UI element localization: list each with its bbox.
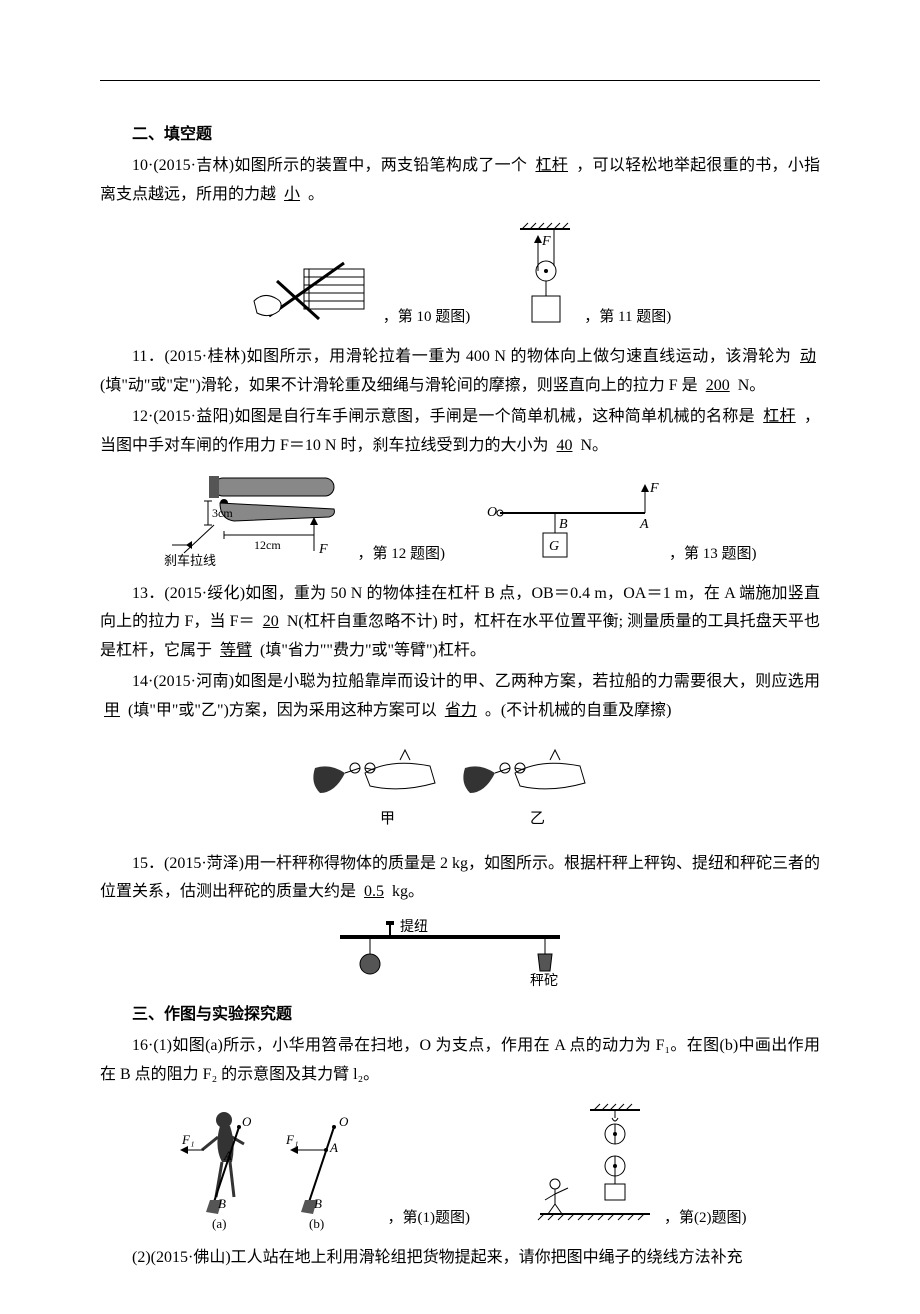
svg-text:乙: 乙 bbox=[530, 811, 545, 827]
section-title-draw: 三、作图与实验探究题 bbox=[100, 1001, 820, 1030]
svg-text:A: A bbox=[223, 1148, 232, 1163]
figure-13: O B G A F ，第 13 题图) bbox=[485, 478, 757, 568]
q10-suffix: 。 bbox=[308, 186, 324, 203]
q15-prefix: 15．(2015·菏泽)用一杆秤称得物体的质量是 2 kg，如图所示。根据杆秤上… bbox=[100, 855, 820, 901]
figure-row-10-11: ，第 10 题图) F ，第 11 题图) bbox=[100, 221, 820, 331]
fig16-1-svg: F₁ O A B (a) O A F₁ B (b) bbox=[174, 1102, 384, 1232]
svg-text:A: A bbox=[329, 1140, 338, 1155]
fig13-caption: ，第 13 题图) bbox=[669, 541, 757, 568]
question-16-2: (2)(2015·佛山)工人站在地上利用滑轮组把货物提起来，请你把图中绳子的绕线… bbox=[100, 1244, 820, 1273]
q11-prefix: 11．(2015·桂林)如图所示，用滑轮拉着一重为 400 N 的物体向上做匀速… bbox=[132, 348, 791, 365]
svg-text:12cm: 12cm bbox=[254, 538, 281, 552]
svg-text:B: B bbox=[314, 1196, 322, 1211]
q10-prefix: 10·(2015·吉林)如图所示的装置中，两支铅笔构成了一个 bbox=[132, 157, 527, 174]
figure-12: 3cm 刹车拉线 12cm F ，第 12 题图) bbox=[164, 473, 446, 568]
q11-mid1: (填"动"或"定")滑轮，如果不计滑轮重及细绳与滑轮间的摩擦，则竖直向上的拉力 … bbox=[100, 377, 698, 394]
section-title-fill: 二、填空题 bbox=[100, 121, 820, 150]
svg-text:G: G bbox=[549, 539, 559, 554]
svg-text:B: B bbox=[218, 1196, 226, 1211]
figure-11: F ，第 11 题图) bbox=[510, 221, 671, 331]
q12-ans2: 40 bbox=[552, 437, 576, 454]
svg-text:F: F bbox=[649, 481, 659, 496]
figure-row-12-13: 3cm 刹车拉线 12cm F ，第 12 题图) O B bbox=[100, 473, 820, 568]
svg-text:O: O bbox=[339, 1114, 349, 1129]
q12-ans1: 杠杆 bbox=[759, 408, 800, 425]
q11-ans2: 200 bbox=[702, 377, 734, 394]
svg-text:A: A bbox=[639, 517, 649, 532]
q13-ans2: 等臂 bbox=[216, 642, 256, 659]
svg-text:F₁: F₁ bbox=[181, 1132, 194, 1147]
q15-suffix: kg。 bbox=[392, 883, 424, 900]
fig13-svg: O B G A F bbox=[485, 478, 665, 568]
question-12: 12·(2015·益阳)如图是自行车手闸示意图，手闸是一个简单机械，这种简单机械… bbox=[100, 403, 820, 461]
svg-text:O: O bbox=[487, 505, 497, 520]
figure-10: ，第 10 题图) bbox=[249, 251, 471, 331]
question-14: 14·(2015·河南)如图是小聪为拉船靠岸而设计的甲、乙两种方案，若拉船的力需… bbox=[100, 668, 820, 726]
q12-prefix: 12·(2015·益阳)如图是自行车手闸示意图，手闸是一个简单机械，这种简单机械… bbox=[132, 408, 755, 425]
figure-row-16: F₁ O A B (a) O A F₁ B (b) ，第(1)题图) bbox=[100, 1102, 820, 1232]
question-15: 15．(2015·菏泽)用一杆秤称得物体的质量是 2 kg，如图所示。根据杆秤上… bbox=[100, 850, 820, 908]
svg-text:B: B bbox=[559, 517, 568, 532]
svg-text:F: F bbox=[318, 542, 328, 557]
fig16-2-svg bbox=[510, 1102, 660, 1232]
figure-14: 甲 乙 bbox=[100, 738, 820, 838]
q14-prefix: 14·(2015·河南)如图是小聪为拉船靠岸而设计的甲、乙两种方案，若拉船的力需… bbox=[132, 673, 820, 690]
figure-16-1: F₁ O A B (a) O A F₁ B (b) ，第(1)题图) bbox=[174, 1102, 471, 1232]
q12-suffix: N。 bbox=[580, 437, 608, 454]
fig12-caption: ，第 12 题图) bbox=[358, 541, 446, 568]
question-16-1: 16·(1)如图(a)所示，小华用笤帚在扫地，O 为支点，作用在 A 点的动力为… bbox=[100, 1032, 820, 1090]
svg-text:秤砣: 秤砣 bbox=[530, 973, 558, 989]
q14-mid1: (填"甲"或"乙")方案，因为采用这种方案可以 bbox=[128, 702, 437, 719]
svg-text:(b): (b) bbox=[309, 1216, 324, 1231]
svg-text:(a): (a) bbox=[212, 1216, 226, 1231]
svg-text:F: F bbox=[541, 234, 551, 249]
fig15-svg: 提纽 秤砣 bbox=[330, 919, 590, 989]
fig16-1-caption: ，第(1)题图) bbox=[388, 1205, 471, 1232]
fig12-svg: 3cm 刹车拉线 12cm F bbox=[164, 473, 354, 568]
q10-ans1: 杠杆 bbox=[531, 157, 572, 174]
q14-ans1: 甲 bbox=[100, 702, 124, 719]
q13-suffix: (填"省力""费力"或"等臂")杠杆。 bbox=[260, 642, 486, 659]
svg-text:3cm: 3cm bbox=[212, 506, 233, 520]
fig11-caption: ，第 11 题图) bbox=[584, 304, 671, 331]
fig10-caption: ，第 10 题图) bbox=[383, 304, 471, 331]
figure-16-2: ，第(2)题图) bbox=[510, 1102, 747, 1232]
q15-ans1: 0.5 bbox=[360, 883, 388, 900]
q14-ans2: 省力 bbox=[441, 702, 481, 719]
svg-text:甲: 甲 bbox=[380, 811, 395, 827]
question-10: 10·(2015·吉林)如图所示的装置中，两支铅笔构成了一个 杠杆 ，可以轻松地… bbox=[100, 152, 820, 210]
figure-15: 提纽 秤砣 bbox=[100, 919, 820, 989]
question-11: 11．(2015·桂林)如图所示，用滑轮拉着一重为 400 N 的物体向上做匀速… bbox=[100, 343, 820, 401]
q11-ans1: 动 bbox=[796, 348, 820, 365]
fig16-2-caption: ，第(2)题图) bbox=[664, 1205, 747, 1232]
q13-ans1: 20 bbox=[259, 613, 283, 630]
q14-suffix: 。(不计机械的自重及摩擦) bbox=[485, 702, 672, 719]
svg-text:提纽: 提纽 bbox=[400, 919, 428, 935]
svg-text:刹车拉线: 刹车拉线 bbox=[164, 553, 216, 568]
question-13: 13．(2015·绥化)如图，重为 50 N 的物体挂在杠杆 B 点，OB＝0.… bbox=[100, 580, 820, 666]
fig11-svg: F bbox=[510, 221, 580, 331]
header-rule bbox=[100, 80, 820, 81]
fig14-svg: 甲 乙 bbox=[310, 738, 610, 838]
svg-text:F₁: F₁ bbox=[285, 1132, 298, 1147]
fig10-svg bbox=[249, 251, 379, 331]
svg-text:O: O bbox=[242, 1114, 252, 1129]
q10-ans2: 小 bbox=[280, 186, 304, 203]
q11-suffix: N。 bbox=[738, 377, 766, 394]
